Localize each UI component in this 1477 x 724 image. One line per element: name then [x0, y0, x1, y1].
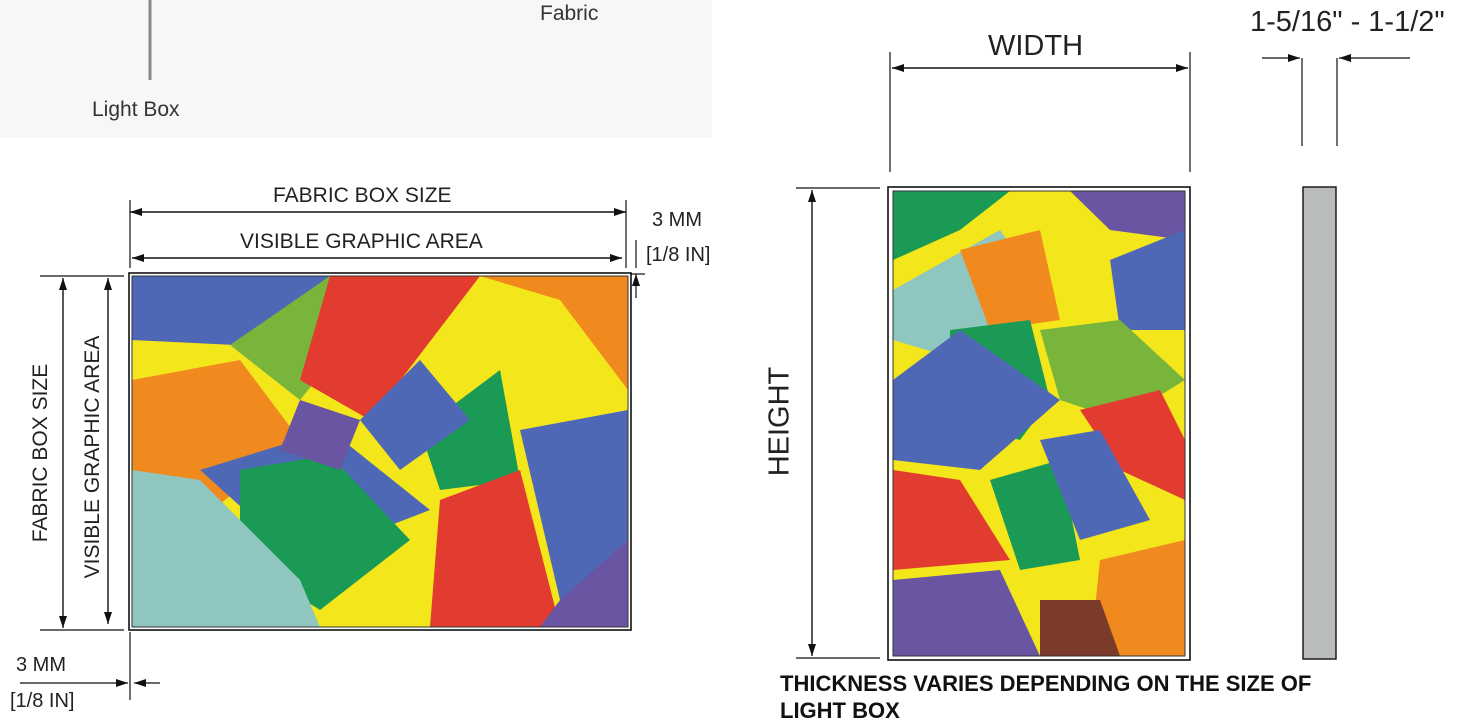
- light-box-label: Light Box: [92, 98, 180, 121]
- fabric-box-outline: [128, 272, 632, 631]
- visible-graphic-area-label: VISIBLE GRAPHIC AREA: [240, 230, 483, 253]
- fabric-box-size-vertical-label: FABRIC BOX SIZE: [29, 363, 52, 543]
- margin-top-in-label: [1/8 IN]: [646, 244, 711, 266]
- height-label: HEIGHT: [763, 366, 796, 477]
- top-callout-panel: [0, 0, 712, 138]
- side-graphic-artwork: [893, 191, 1185, 656]
- front-graphic-artwork: [132, 276, 628, 627]
- fabric-label: Fabric: [540, 2, 599, 25]
- front-view: [20, 200, 645, 700]
- thickness-label: 1-5/16" - 1-1/2": [1250, 6, 1445, 38]
- visible-graphic-area-vertical-label: VISIBLE GRAPHIC AREA: [81, 335, 104, 579]
- margin-top-mm-label: 3 MM: [652, 209, 702, 231]
- margin-bottom-mm-label: 3 MM: [16, 654, 66, 676]
- thickness-note: THICKNESS VARIES DEPENDING ON THE SIZE O…: [780, 671, 1312, 723]
- side-view: [796, 52, 1410, 661]
- width-label: WIDTH: [988, 30, 1084, 62]
- fabric-box-size-label: FABRIC BOX SIZE: [273, 184, 452, 207]
- margin-bottom-in-label: [1/8 IN]: [10, 690, 75, 712]
- edge-profile: [1302, 186, 1337, 660]
